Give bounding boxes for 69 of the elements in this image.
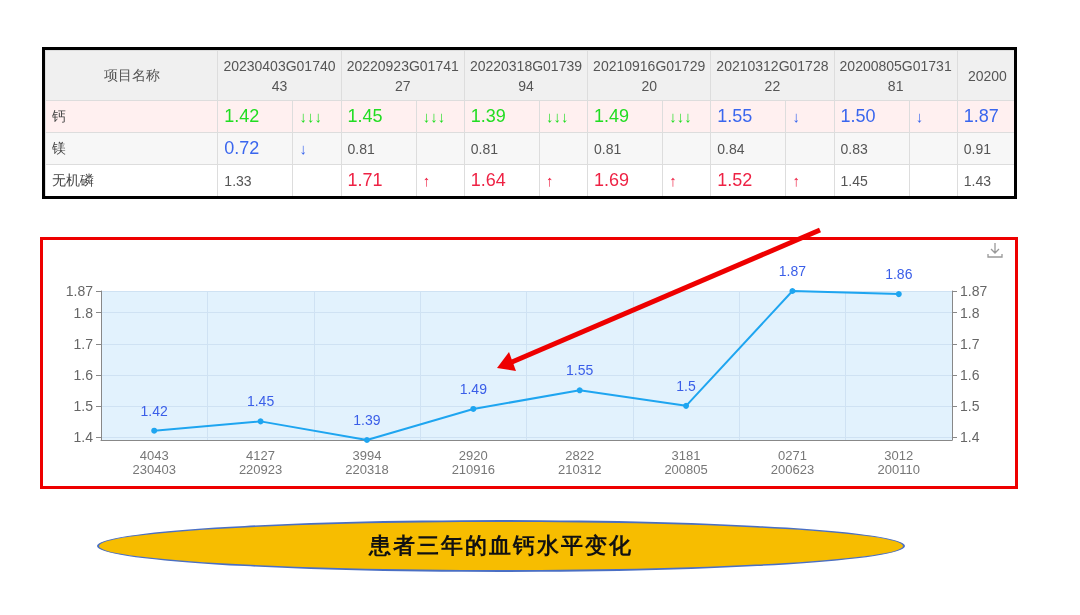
y2-tick-label: 1.7	[960, 335, 980, 352]
text: 1.50 ↓	[840, 106, 924, 126]
y2-tick-label: 1.5	[960, 397, 980, 414]
text: 1.43	[963, 172, 991, 189]
text: 1.55 ↓	[717, 106, 800, 126]
text: 0.81	[594, 140, 622, 157]
x-tick-label: 4127 220923	[238, 447, 283, 477]
point	[257, 418, 264, 425]
point	[576, 387, 583, 394]
x-tick-label: 3994 220318	[345, 447, 389, 477]
y2-tick-label: 1.8	[960, 304, 980, 321]
text: 0.81	[470, 140, 499, 157]
category-label: 钙	[52, 107, 66, 124]
category-label: 20210916G0172920	[587, 50, 711, 101]
y2-tick-label: 1.4	[960, 428, 980, 445]
text: 1.42 ↓↓↓	[224, 106, 322, 126]
text: 1.71 ↑	[347, 170, 431, 190]
text: 0.91	[963, 140, 991, 157]
x-tick-label: 3012 200110	[877, 447, 921, 477]
text: 0.72 ↓	[224, 138, 307, 158]
y-tick-label: 1.6	[73, 366, 94, 383]
data-label: 1.86	[885, 266, 913, 283]
category-label: 20200805G0173181	[834, 50, 958, 101]
y2-tick-label: 1.87	[960, 283, 988, 299]
y-tick-label: 1.4	[73, 428, 94, 445]
y-tick-label: 1.5	[73, 397, 94, 414]
y-tick-label: 1.8	[73, 304, 94, 321]
point	[683, 402, 690, 409]
text: 1.45	[840, 172, 868, 189]
text: 1.87	[963, 106, 999, 126]
text: 1.52 ↑	[717, 170, 800, 190]
y-tick-label: 1.87	[65, 283, 94, 299]
x-tick-label: 2920 210916	[451, 447, 496, 477]
point	[789, 288, 796, 294]
category-label: 无机磷	[52, 171, 94, 188]
text: 1.69 ↑	[594, 170, 677, 190]
data-label: 1.87	[778, 263, 807, 279]
y-tick-label: 1.7	[73, 335, 94, 352]
text: 1.64 ↑	[470, 170, 554, 190]
x-tick-label: 3181 200805	[664, 447, 708, 477]
category-label: 20220923G0174127	[341, 50, 465, 101]
text: 1.45 ↓↓↓	[347, 106, 446, 126]
text: 1.49 ↓↓↓	[594, 106, 692, 126]
text: 项目名称	[45, 50, 218, 101]
x-tick-label: 0271 200623	[770, 447, 815, 477]
text: 0.84	[717, 140, 745, 157]
point	[363, 437, 370, 443]
x-tick-label: 2822 210312	[557, 447, 602, 477]
text: 0.81	[347, 140, 375, 157]
y2-tick-label: 1.6	[960, 366, 980, 383]
data-label: 1.55	[566, 362, 594, 379]
category-label: 20200	[966, 66, 1008, 86]
x-tick-label: 4043 230403	[132, 447, 176, 477]
data-label: 1.45	[246, 393, 275, 410]
text: 0.83	[840, 140, 868, 157]
point	[470, 405, 477, 412]
data-label: 1.42	[140, 402, 169, 419]
category-label: 20210312G0172822	[710, 50, 835, 101]
category-label: 20220318G0173994	[464, 50, 588, 101]
data-label: 1.39	[353, 412, 381, 428]
text: 患者三年的血钙水平变化	[369, 531, 633, 560]
category-label: 镁	[52, 139, 66, 156]
data-label: 1.5	[676, 377, 696, 394]
text: 1.33	[224, 172, 252, 189]
data-label: 1.49	[459, 380, 488, 397]
point	[151, 427, 158, 434]
point	[895, 291, 902, 298]
category-label: 20230403G0174043	[217, 50, 342, 101]
text: 1.39 ↓↓↓	[470, 106, 569, 126]
